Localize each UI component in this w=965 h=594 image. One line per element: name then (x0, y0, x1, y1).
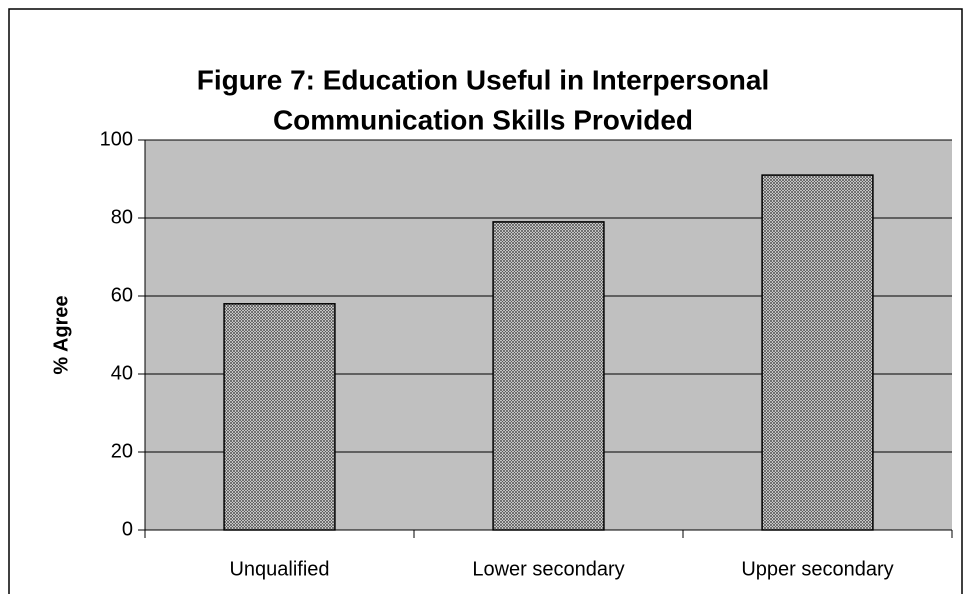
y-axis-title: % Agree (50, 295, 72, 374)
y-tick-label: 100 (100, 128, 133, 150)
chart-border (8, 8, 963, 594)
y-tick-label: 0 (122, 518, 133, 540)
x-tick-label: Unqualified (229, 558, 329, 580)
bar (223, 303, 336, 531)
chart-title: Figure 7: Education Useful in Interperso… (197, 64, 770, 95)
chart-title: Communication Skills Provided (273, 104, 693, 135)
x-tick-label: Lower secondary (472, 558, 624, 580)
y-tick-label: 40 (111, 362, 133, 384)
y-tick-label: 20 (111, 440, 133, 462)
bar (492, 221, 605, 531)
x-tick-label: Upper secondary (741, 558, 893, 580)
y-tick-label: 80 (111, 206, 133, 228)
y-tick-label: 60 (111, 284, 133, 306)
bar (761, 174, 874, 531)
